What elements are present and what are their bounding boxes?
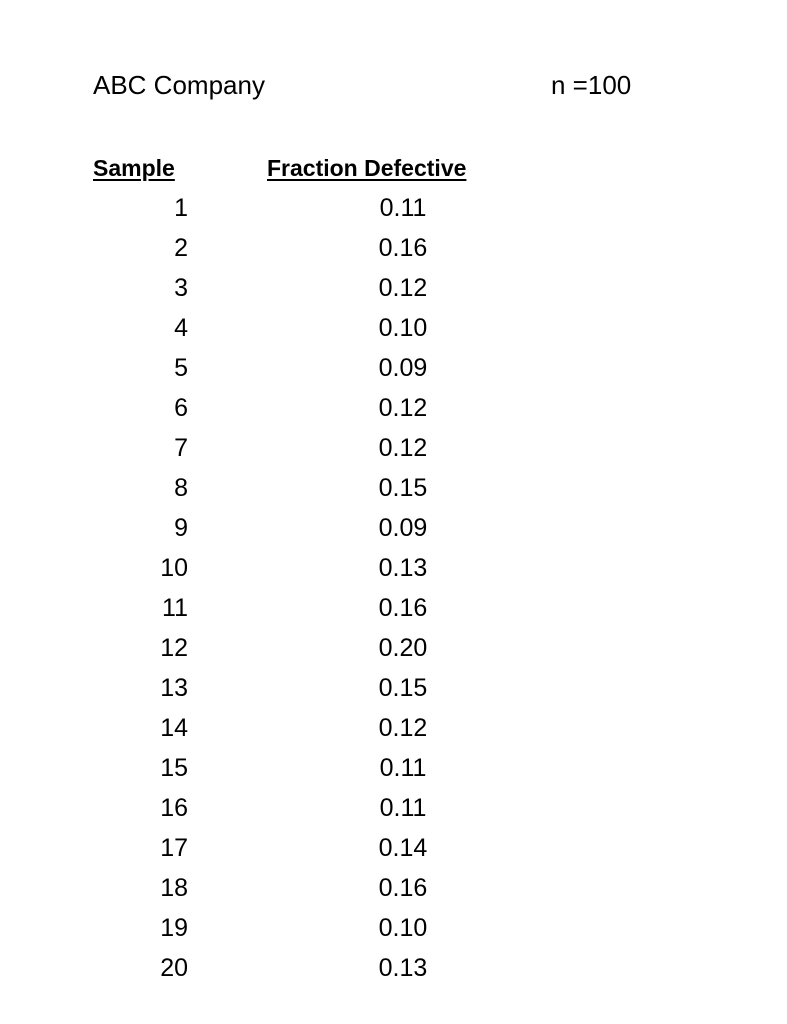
table-row: 12 0.20 (0, 628, 787, 668)
fraction-defective-cell: 0.15 (378, 474, 428, 502)
sample-size-label: n =100 (551, 70, 632, 100)
table-row: 5 0.09 (0, 348, 787, 388)
fraction-defective-cell: 0.12 (378, 714, 428, 742)
fraction-defective-cell: 0.16 (378, 594, 428, 622)
fraction-defective-cell: 0.15 (378, 674, 428, 702)
fraction-defective-cell: 0.16 (378, 874, 428, 902)
sample-number-cell: 19 (160, 914, 188, 942)
sample-number-cell: 12 (160, 634, 188, 662)
fraction-defective-cell: 0.13 (378, 554, 428, 582)
fraction-defective-cell: 0.16 (378, 234, 428, 262)
fraction-defective-cell: 0.11 (379, 794, 427, 822)
fraction-defective-cell: 0.12 (378, 274, 428, 302)
sample-number-cell: 5 (174, 354, 188, 382)
fraction-defective-cell: 0.12 (378, 394, 428, 422)
fraction-defective-cell: 0.20 (378, 634, 428, 662)
sample-number-cell: 16 (160, 794, 188, 822)
sample-number-cell: 18 (160, 874, 188, 902)
table-row: 8 0.15 (0, 468, 787, 508)
sample-number-cell: 10 (160, 554, 188, 582)
column-header-fraction-defective: Fraction Defective (267, 155, 467, 181)
table-row: 3 0.12 (0, 268, 787, 308)
sample-number-cell: 11 (162, 594, 188, 622)
table-row: 7 0.12 (0, 428, 787, 468)
fraction-defective-cell: 0.14 (378, 834, 428, 862)
column-header-sample: Sample (93, 155, 175, 181)
fraction-defective-cell: 0.11 (379, 754, 427, 782)
fraction-defective-cell: 0.09 (378, 514, 428, 542)
fraction-defective-cell: 0.10 (378, 914, 428, 942)
sample-number-cell: 8 (174, 474, 188, 502)
sample-number-cell: 7 (174, 434, 188, 462)
table-row: 16 0.11 (0, 788, 787, 828)
sample-number-cell: 13 (160, 674, 188, 702)
table-row: 1 0.11 (0, 188, 787, 228)
table-row: 17 0.14 (0, 828, 787, 868)
table-row: 15 0.11 (0, 748, 787, 788)
table-row: 10 0.13 (0, 548, 787, 588)
sample-number-cell: 9 (174, 514, 188, 542)
data-table-body: 1 0.11 2 0.16 3 0.12 4 0.10 5 0.09 6 0.12 7 0.12 8 0.15… (0, 188, 787, 988)
sample-number-cell: 15 (160, 754, 188, 782)
table-row: 13 0.15 (0, 668, 787, 708)
table-row: 14 0.12 (0, 708, 787, 748)
sample-number-cell: 6 (174, 394, 188, 422)
sample-number-cell: 3 (174, 274, 188, 302)
sample-number-cell: 1 (174, 194, 188, 222)
company-name: ABC Company (93, 70, 265, 100)
table-row: 6 0.12 (0, 388, 787, 428)
sample-number-cell: 20 (160, 954, 188, 982)
sample-number-cell: 4 (174, 314, 188, 342)
fraction-defective-cell: 0.09 (378, 354, 428, 382)
table-row: 2 0.16 (0, 228, 787, 268)
sample-number-cell: 14 (160, 714, 188, 742)
fraction-defective-cell: 0.10 (378, 314, 428, 342)
sample-number-cell: 2 (174, 234, 188, 262)
fraction-defective-cell: 0.12 (378, 434, 428, 462)
fraction-defective-cell: 0.13 (378, 954, 428, 982)
table-row: 9 0.09 (0, 508, 787, 548)
table-row: 20 0.13 (0, 948, 787, 988)
table-row: 4 0.10 (0, 308, 787, 348)
fraction-defective-cell: 0.11 (379, 194, 427, 222)
table-row: 18 0.16 (0, 868, 787, 908)
sample-number-cell: 17 (160, 834, 188, 862)
table-row: 19 0.10 (0, 908, 787, 948)
table-row: 11 0.16 (0, 588, 787, 628)
